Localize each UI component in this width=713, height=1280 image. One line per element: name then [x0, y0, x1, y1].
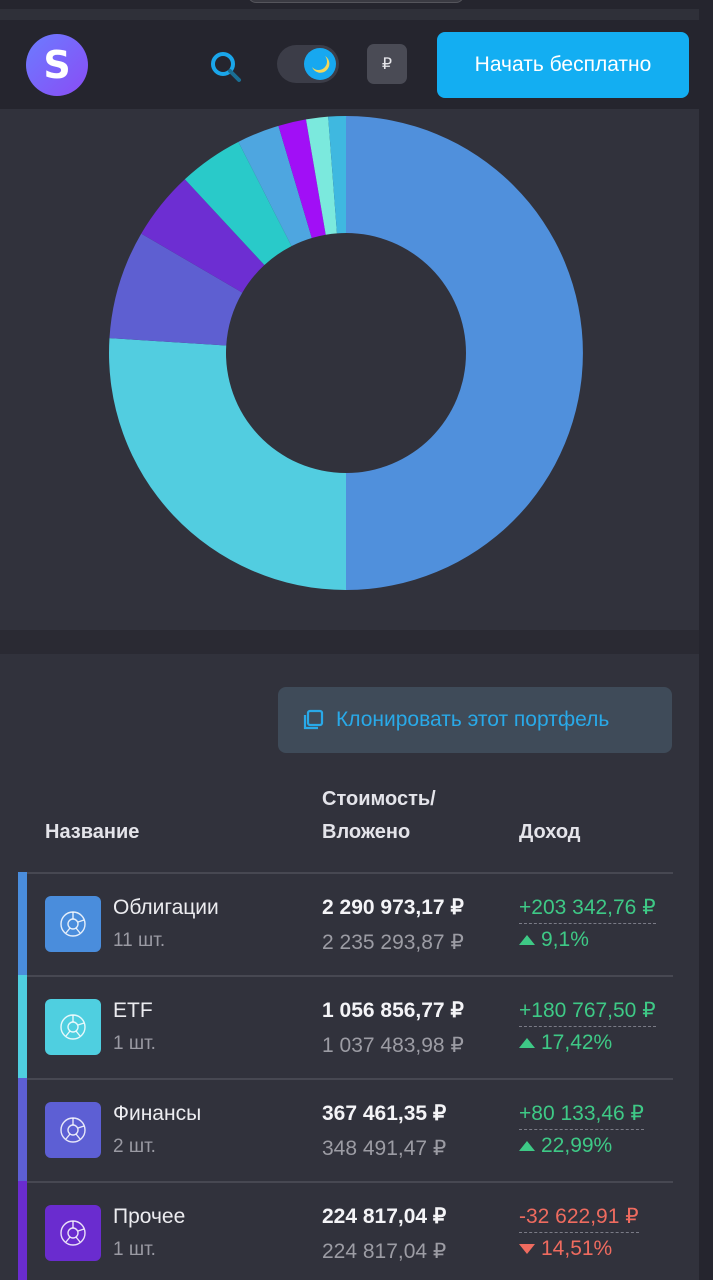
moon-icon [304, 48, 336, 80]
theme-toggle[interactable] [277, 45, 339, 83]
trend-icon [519, 1141, 535, 1151]
row-percent-value: 9,1% [541, 928, 589, 951]
row-color-bar [18, 975, 27, 1080]
row-invested: 348 491,47 ₽ [322, 1137, 447, 1160]
holdings-panel: Клонировать этот портфель Название Стоим… [0, 654, 700, 1280]
donut-slice[interactable] [278, 119, 326, 238]
row-invested: 2 235 293,87 ₽ [322, 931, 464, 954]
column-header-value[interactable]: Стоимость/ Вложено [322, 783, 436, 849]
start-free-button[interactable]: Начать бесплатно [437, 32, 689, 98]
row-income[interactable]: +80 133,46 ₽ [519, 1101, 644, 1130]
table-row[interactable]: Прочее 1 шт. 224 817,04 ₽ 224 817,04 ₽ -… [18, 1181, 673, 1280]
category-icon [45, 896, 101, 952]
donut-slice[interactable] [238, 125, 312, 247]
search-icon[interactable] [208, 49, 244, 85]
row-percent: 14,51% [519, 1237, 612, 1261]
ruble-icon: ₽ [381, 56, 393, 73]
row-income[interactable]: +203 342,76 ₽ [519, 895, 656, 924]
row-invested: 1 037 483,98 ₽ [322, 1034, 464, 1057]
donut-slice[interactable] [109, 338, 347, 590]
donut-slice[interactable] [346, 116, 583, 590]
row-color-bar [18, 872, 27, 977]
table-row[interactable]: ETF 1 шт. 1 056 856,77 ₽ 1 037 483,98 ₽ … [18, 975, 673, 1080]
row-qty: 11 шт. [113, 930, 166, 951]
clone-portfolio-label: Клонировать этот портфель [336, 708, 610, 731]
row-percent-value: 17,42% [541, 1031, 613, 1054]
trend-icon [519, 1038, 535, 1048]
donut-slice[interactable] [141, 179, 265, 293]
app-header: S ₽ Начать бесплатно [0, 20, 700, 109]
row-qty: 2 шт. [113, 1136, 156, 1157]
row-qty: 1 шт. [113, 1033, 156, 1054]
row-income[interactable]: -32 622,91 ₽ [519, 1204, 639, 1233]
clone-portfolio-button[interactable]: Клонировать этот портфель [278, 687, 672, 753]
top-strip [0, 9, 700, 20]
category-icon [45, 1205, 101, 1261]
row-value: 1 056 856,77 ₽ [322, 999, 464, 1022]
row-name: ETF [113, 999, 153, 1022]
table-row[interactable]: Облигации 11 шт. 2 290 973,17 ₽ 2 235 29… [18, 872, 673, 977]
copy-icon [303, 709, 324, 730]
column-header-income[interactable]: Доход [519, 821, 581, 843]
allocation-donut-chart[interactable] [0, 109, 700, 630]
donut-slice[interactable] [305, 116, 337, 235]
row-percent-value: 22,99% [541, 1134, 613, 1157]
device-notch [248, 0, 464, 3]
row-percent: 22,99% [519, 1134, 612, 1158]
row-name: Облигации [113, 896, 219, 919]
row-invested: 224 817,04 ₽ [322, 1240, 447, 1263]
row-value: 224 817,04 ₽ [322, 1205, 447, 1228]
row-qty: 1 шт. [113, 1239, 156, 1260]
row-name: Прочее [113, 1205, 186, 1228]
donut-slice[interactable] [184, 141, 292, 266]
logo[interactable]: S [26, 34, 88, 96]
table-row[interactable]: Финансы 2 шт. 367 461,35 ₽ 348 491,47 ₽ … [18, 1078, 673, 1183]
row-color-bar [18, 1078, 27, 1183]
row-percent: 17,42% [519, 1031, 612, 1055]
row-income[interactable]: +180 767,50 ₽ [519, 998, 656, 1027]
section-divider [0, 630, 700, 654]
holdings-list: Облигации 11 шт. 2 290 973,17 ₽ 2 235 29… [18, 872, 673, 1280]
column-header-value-line2: Вложено [322, 821, 411, 843]
trend-icon [519, 1244, 535, 1254]
category-icon [45, 1102, 101, 1158]
allocation-chart-panel [0, 109, 700, 630]
row-value: 2 290 973,17 ₽ [322, 896, 464, 919]
row-name: Финансы [113, 1102, 202, 1125]
category-icon [45, 999, 101, 1055]
right-gutter [699, 0, 713, 1280]
row-value: 367 461,35 ₽ [322, 1102, 447, 1125]
column-header-value-line1: Стоимость/ [322, 788, 436, 810]
column-header-name[interactable]: Название [45, 821, 140, 843]
logo-letter: S [43, 43, 71, 87]
currency-button[interactable]: ₽ [367, 44, 407, 84]
donut-slice[interactable] [328, 116, 346, 234]
trend-icon [519, 935, 535, 945]
row-percent: 9,1% [519, 928, 589, 952]
donut-slice[interactable] [109, 233, 243, 346]
row-color-bar [18, 1181, 27, 1280]
row-percent-value: 14,51% [541, 1237, 613, 1260]
